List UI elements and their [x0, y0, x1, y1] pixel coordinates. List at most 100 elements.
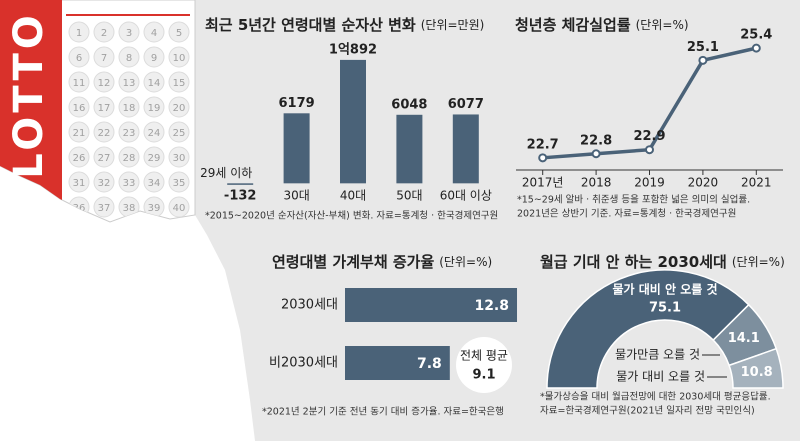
value-label: 22.7: [527, 137, 559, 152]
title-text: 연령대별 가계부채 증가율: [272, 253, 434, 271]
bar: [283, 113, 310, 184]
number: 19: [148, 103, 161, 114]
number: 37: [98, 203, 111, 214]
number-circle: [68, 146, 90, 168]
unit-text: (단위=%): [732, 255, 785, 269]
footnote: *물가상승을 대비 월급전망에 대한 2030세대 평균응답률.: [540, 391, 771, 403]
title-text: 월급 기대 안 하는 2030세대: [540, 253, 727, 271]
value-label: 12.8: [474, 298, 509, 314]
category-label: 40대: [340, 189, 366, 203]
number: 6: [76, 53, 82, 64]
x-tick-label: 2020: [688, 176, 719, 190]
number: 35: [173, 178, 186, 189]
number: 16: [73, 103, 86, 114]
number-circle: [168, 121, 190, 143]
segment-value: 14.1: [728, 331, 760, 346]
number: 20: [173, 103, 186, 114]
number: 9: [151, 53, 157, 64]
number-circle: [143, 96, 165, 118]
number-circle: [143, 146, 165, 168]
number: 7: [101, 53, 107, 64]
unit-text: (단위=%): [439, 255, 492, 269]
number-circle: [143, 46, 165, 68]
number-circle: [118, 71, 140, 93]
title-text: 청년층 체감실업률: [515, 16, 631, 34]
number-circle: [118, 171, 140, 193]
number: 1: [76, 28, 82, 39]
number: 3: [126, 28, 132, 39]
number: 10: [173, 53, 186, 64]
number: 27: [98, 153, 111, 164]
footnote: 2021년은 상반기 기준. 자료=통계청 · 한국경제연구원: [517, 208, 736, 220]
category-label: 30대: [283, 189, 309, 203]
number: 25: [173, 128, 186, 139]
x-tick-label: 2018: [581, 176, 612, 190]
number-circle: [168, 146, 190, 168]
bar: [227, 183, 254, 185]
number-circle: [118, 96, 140, 118]
segment-category: 물가 대비 안 오를 것: [612, 282, 717, 297]
bar: [345, 288, 518, 322]
number: 13: [123, 78, 136, 89]
number: 39: [148, 203, 161, 214]
number: 33: [123, 178, 136, 189]
chart-title: 연령대별 가계부채 증가율 (단위=%): [272, 253, 492, 271]
bar: [340, 59, 366, 184]
value-label: 6179: [279, 96, 315, 111]
number-circle: [68, 21, 90, 43]
number-circle: [168, 196, 190, 218]
bar: [396, 114, 423, 184]
number-circle: [68, 121, 90, 143]
number-circle: [168, 71, 190, 93]
footnote: 자료=한국경제연구원(2021년 일자리 전망 국민인식): [540, 405, 755, 417]
footnote: *2021년 2분기 기준 전년 동기 대비 증가율. 자료=한국은행: [262, 406, 504, 418]
point: [538, 153, 548, 163]
point: [591, 149, 601, 159]
number: 23: [123, 128, 136, 139]
number: 29: [148, 153, 161, 164]
footnote: *15~29세 알바 · 취준생 등을 포함한 넓은 의미의 실업률.: [517, 194, 750, 206]
number-circle: [118, 46, 140, 68]
number-circle: [143, 21, 165, 43]
value-label: 25.1: [687, 40, 719, 55]
ticket-brand: LOTTO: [6, 11, 52, 179]
x-tick-label: 2021: [741, 176, 772, 190]
number-circle: [93, 121, 115, 143]
x-tick-label: 2019: [634, 176, 665, 190]
number-circle: [93, 21, 115, 43]
number-circle: [118, 146, 140, 168]
number: 11: [73, 78, 86, 89]
point: [645, 145, 654, 155]
number-circle: [143, 121, 165, 143]
segment-category: 물가 대비 오를 것: [616, 370, 705, 384]
number: 40: [173, 203, 186, 214]
number-circle: [93, 171, 115, 193]
number: 32: [98, 178, 111, 189]
number-circle: [118, 121, 140, 143]
value-label: -132: [224, 188, 257, 203]
unit-text: (단위=만원): [421, 18, 485, 32]
number: 4: [151, 28, 157, 39]
bar: [345, 346, 450, 380]
number-circle: [93, 196, 115, 218]
number-circle: [68, 71, 90, 93]
number-circle: [68, 46, 90, 68]
title-text: 최근 5년간 연령대별 순자산 변화: [205, 16, 416, 34]
number: 22: [98, 128, 111, 139]
value-label: 22.8: [580, 133, 612, 148]
point: [698, 55, 708, 65]
value-label: 6048: [391, 97, 427, 112]
number-circle: [143, 171, 165, 193]
number: 15: [173, 78, 186, 89]
segment-value: 10.8: [741, 365, 773, 380]
number-circle: [93, 96, 115, 118]
number-circle: [168, 46, 190, 68]
number: 31: [73, 178, 86, 189]
value-label: 1억892: [329, 42, 377, 57]
number: 28: [123, 153, 136, 164]
number: 30: [173, 153, 186, 164]
donut-segment: [546, 269, 750, 389]
number: 14: [148, 78, 161, 89]
chart-title: 월급 기대 안 하는 2030세대 (단위=%): [540, 253, 785, 271]
